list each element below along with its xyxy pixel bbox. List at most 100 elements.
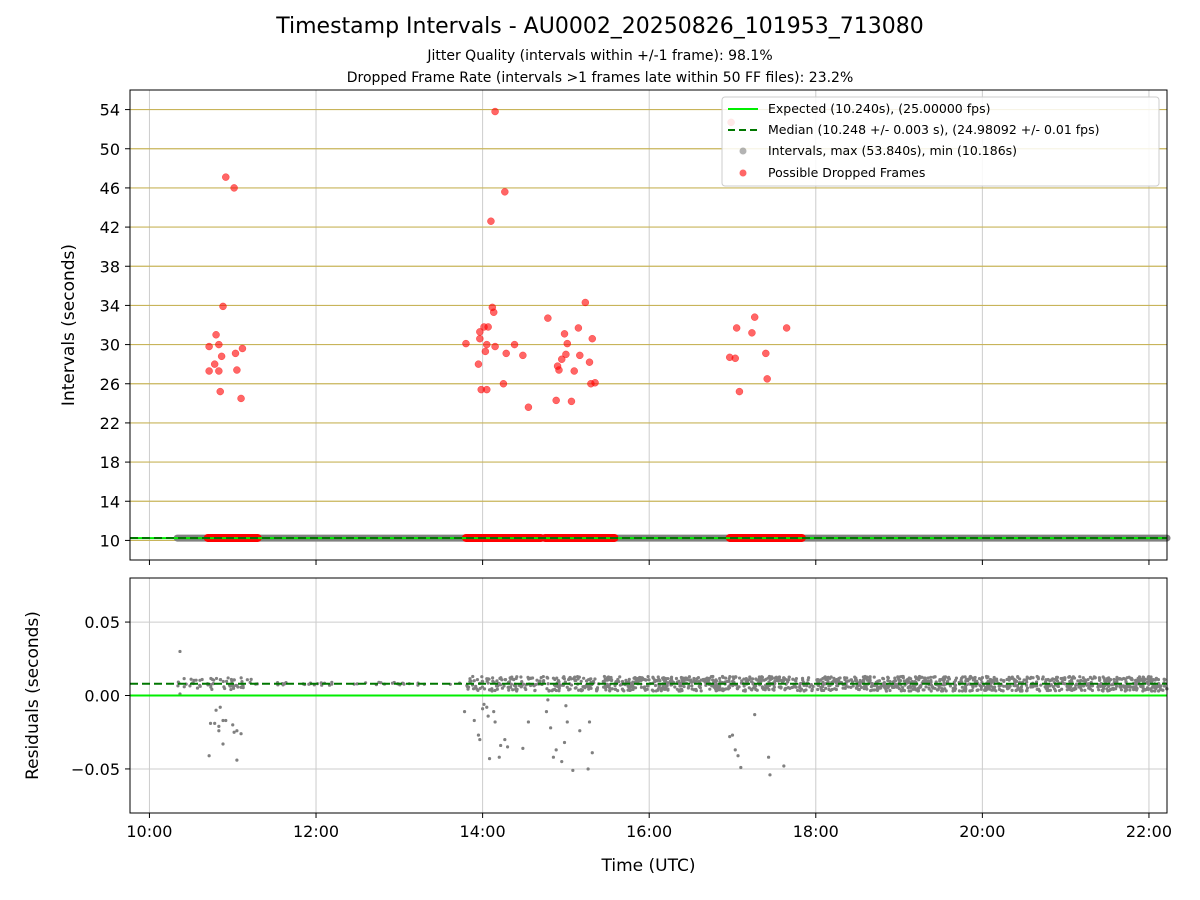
residual-point [960,676,964,680]
residual-point [868,678,872,682]
residual-point [221,679,225,684]
residual-point [631,683,635,687]
residual-outlier-point [587,720,592,724]
residual-point [1112,677,1116,682]
residual-point [249,677,253,681]
residual-point [1068,685,1073,689]
dropped-frame-point [474,360,483,368]
residual-point [604,678,608,682]
residual-point [1150,685,1155,689]
residual-point [675,687,679,691]
residual-point [583,685,587,689]
residual-point [546,682,550,686]
residual-point [557,689,561,693]
residual-outlier-point [481,707,485,711]
residual-point [1150,689,1154,693]
residual-point [659,687,664,691]
dropped-frame-point [212,331,220,339]
residual-point [816,687,820,692]
residual-point [707,678,711,682]
x-tick-label: 20:00 [959,822,1005,841]
residual-point [182,677,186,681]
residual-point [973,675,977,680]
residual-point [524,687,528,692]
residual-point [490,687,494,691]
dropped-frame-point [555,366,563,374]
residual-outlier-point [235,729,239,733]
residual-point [1078,675,1082,679]
residual-point [793,684,797,688]
dropped-frame-point [576,351,584,360]
residual-point [1153,684,1158,688]
residual-point [1061,681,1065,685]
residual-outlier-point [521,746,525,750]
dropped-frame-point [574,324,583,332]
residual-point [819,685,823,689]
dropped-frame-point [563,339,572,348]
residual-point [777,675,782,679]
residual-point [674,676,679,681]
residual-point [899,689,903,693]
residual-point [1017,687,1021,691]
residual-point [723,687,727,691]
residual-point [843,678,847,682]
residual-point [503,678,508,682]
dropped-frame-point [237,394,245,403]
residual-point [602,674,607,679]
residual-point [621,688,625,692]
residual-point [1077,685,1081,689]
residual-point [607,686,612,690]
residual-point [687,675,692,679]
residual-outlier-point [217,729,221,733]
residual-point [868,675,872,679]
residual-point [1162,684,1167,688]
residual-point [861,678,866,682]
residual-point [979,687,983,691]
residual-point [711,678,715,682]
residual-point [875,688,879,692]
dropped-frame-point [499,380,508,388]
residual-point [953,685,957,689]
residual-point [1054,677,1059,682]
residual-point [574,678,578,683]
residual-outlier-point [503,737,507,742]
dropped-frame-point [557,355,566,364]
residual-point [1072,688,1076,692]
residual-point [642,685,647,689]
dropped-frame-point [763,375,771,383]
residual-point [240,679,244,684]
residual-point [1088,687,1092,691]
residual-point [962,688,966,692]
residual-point [229,677,233,682]
residual-point [481,680,485,684]
residual-point [1130,685,1134,689]
residual-point [514,684,518,689]
residual-point [685,676,689,681]
y-tick-label: 18 [100,453,120,472]
residual-point [888,688,892,693]
residual-point [1014,688,1018,693]
residual-point [837,679,841,683]
residual-point [692,676,696,681]
residual-point [506,685,510,689]
dropped-frame-point [502,349,510,358]
residual-point [1137,679,1141,684]
residual-point [1147,674,1151,679]
dropped-frame-point [748,329,756,337]
residual-point [1070,678,1074,682]
residual-point [1123,686,1127,690]
dropped-frame-point [782,324,791,332]
residual-point [1145,681,1149,685]
residual-point [188,684,192,688]
residual-point [912,687,916,691]
residual-point [909,685,913,689]
residual-point [1079,678,1083,682]
residual-point [507,688,511,692]
residual-outlier-point [214,708,218,712]
residual-point [943,675,948,679]
dropped-frame-point [560,330,569,338]
residual-point [209,685,213,689]
residual-point [232,678,236,682]
residual-outlier-point [733,748,737,752]
residual-point [1005,687,1010,691]
